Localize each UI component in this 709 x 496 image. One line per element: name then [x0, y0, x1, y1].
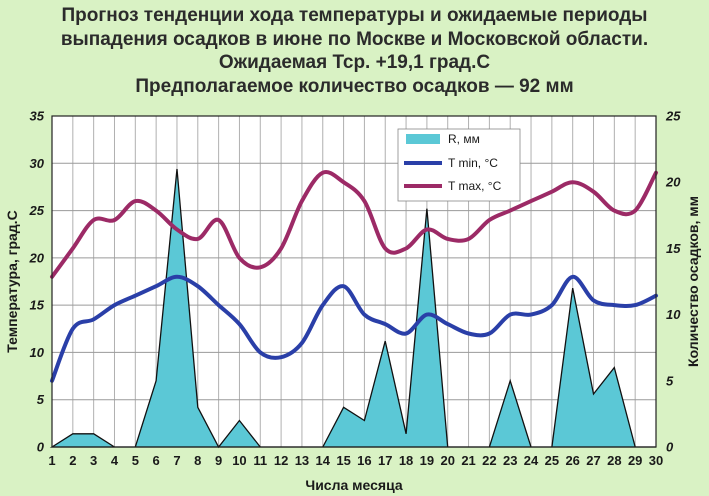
x-tick-label-22: 22	[482, 453, 496, 468]
y-tick-label-5: 5	[37, 392, 45, 407]
x-tick-label-6: 6	[153, 453, 160, 468]
x-tick-label-21: 21	[461, 453, 475, 468]
y2-axis-label: Количество осадков, мм	[685, 196, 701, 367]
x-axis-label: Числа месяца	[305, 477, 402, 493]
title-line-3: Ожидаемая Тср. +19,1 град.С	[218, 52, 491, 73]
y-tick-label-35: 35	[30, 109, 45, 124]
title-line-2: выпадения осадков в июне по Москве и Мос…	[60, 28, 649, 50]
y-tick-label-20: 20	[29, 250, 45, 265]
title-line-4: Предполагаемое количество осадков — 92 м…	[135, 75, 574, 97]
legend-label-tmax: T max, °C	[448, 179, 502, 193]
x-tick-label-7: 7	[173, 453, 180, 468]
x-tick-label-14: 14	[316, 453, 331, 468]
x-tick-label-18: 18	[399, 453, 413, 468]
title-line-1: Прогноз тенденции хода температуры и ожи…	[61, 5, 648, 26]
x-tick-label-3: 3	[90, 453, 97, 468]
x-tick-label-9: 9	[215, 453, 222, 468]
x-tick-label-1: 1	[48, 453, 55, 468]
chart-title: Прогноз тенденции хода температуры и ожи…	[0, 4, 709, 98]
x-tick-label-24: 24	[524, 453, 539, 468]
y-tick-label-0: 0	[37, 440, 45, 455]
legend-label-tmin: T min, °C	[448, 156, 498, 170]
x-tick-label-23: 23	[503, 453, 517, 468]
y2-tick-label-10: 10	[666, 307, 681, 322]
series-precipitation-area	[49, 168, 656, 449]
x-tick-label-20: 20	[440, 453, 454, 468]
legend-swatch-precipitation	[406, 134, 440, 144]
x-tick-label-2: 2	[69, 453, 76, 468]
x-tick-label-13: 13	[295, 453, 309, 468]
y2-tick-label-5: 5	[666, 373, 674, 388]
x-tick-label-5: 5	[132, 453, 139, 468]
y2-tick-label-0: 0	[666, 440, 674, 455]
plot-frame	[51, 115, 657, 448]
y-tick-label-25: 25	[29, 203, 45, 218]
x-tick-label-10: 10	[232, 453, 246, 468]
y-axis-label: Температура, град.С	[4, 210, 20, 352]
x-tick-label-15: 15	[336, 453, 350, 468]
series-tmax-line	[50, 170, 658, 279]
y2-tick-label-20: 20	[665, 175, 681, 190]
x-tick-label-28: 28	[607, 453, 621, 468]
x-tick-label-17: 17	[378, 453, 392, 468]
x-tick-label-12: 12	[274, 453, 288, 468]
y-tick-label-15: 15	[30, 298, 45, 313]
y-tick-label-30: 30	[30, 156, 45, 171]
x-tick-label-8: 8	[194, 453, 201, 468]
legend-label-precipitation: R, мм	[448, 132, 480, 146]
x-tick-label-4: 4	[111, 453, 119, 468]
x-tick-label-16: 16	[357, 453, 371, 468]
y-tick-label-10: 10	[30, 345, 45, 360]
x-tick-label-30: 30	[649, 453, 663, 468]
x-tick-label-27: 27	[586, 453, 600, 468]
x-tick-label-25: 25	[545, 453, 559, 468]
x-tick-label-19: 19	[420, 453, 434, 468]
series-tmin-line	[50, 274, 658, 383]
y2-tick-label-25: 25	[665, 109, 681, 124]
x-tick-label-29: 29	[628, 453, 642, 468]
y2-tick-label-15: 15	[666, 241, 681, 256]
x-tick-label-26: 26	[565, 453, 579, 468]
x-tick-label-11: 11	[253, 453, 267, 468]
